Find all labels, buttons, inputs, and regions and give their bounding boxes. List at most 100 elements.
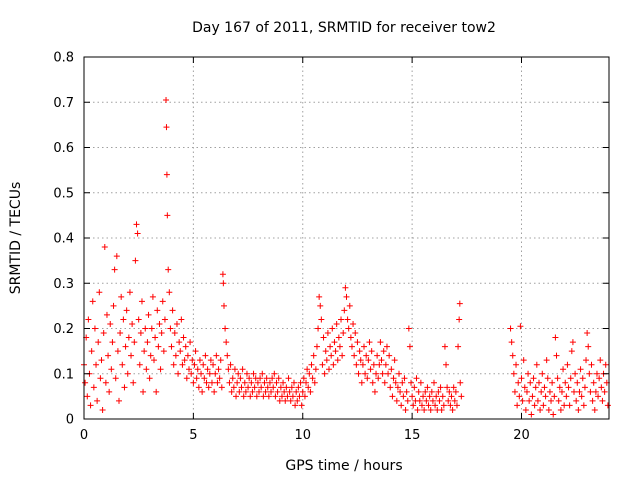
data-point <box>183 375 190 382</box>
data-point <box>128 352 135 359</box>
data-point <box>541 384 548 391</box>
data-point <box>119 361 126 368</box>
data-point <box>110 302 117 309</box>
data-point <box>243 370 250 377</box>
data-point <box>158 330 165 337</box>
data-point <box>295 384 302 391</box>
data-point <box>196 357 203 364</box>
y-tick-label: 0.8 <box>53 51 74 66</box>
data-point <box>375 375 382 382</box>
x-tick-label: 0 <box>80 428 88 443</box>
data-point <box>557 406 564 413</box>
data-point <box>177 348 184 355</box>
y-tick-label: 0.6 <box>53 141 74 156</box>
data-point <box>154 307 161 314</box>
data-point <box>537 406 544 413</box>
data-point <box>238 384 245 391</box>
data-point <box>359 361 366 368</box>
data-point <box>374 352 381 359</box>
data-point <box>445 397 452 404</box>
data-point <box>596 375 603 382</box>
data-point <box>301 393 308 400</box>
data-point <box>410 402 417 409</box>
data-point <box>222 325 229 332</box>
data-point <box>258 384 265 391</box>
data-point <box>362 370 369 377</box>
data-point <box>214 379 221 386</box>
data-point <box>456 300 463 307</box>
data-point <box>392 379 399 386</box>
data-point <box>299 388 306 395</box>
data-point <box>217 357 224 364</box>
data-point <box>583 357 590 364</box>
data-point <box>519 397 526 404</box>
x-axis-label: GPS time / hours <box>285 458 402 474</box>
data-point <box>112 375 119 382</box>
data-point <box>264 384 271 391</box>
data-point <box>376 361 383 368</box>
data-point <box>516 393 523 400</box>
data-point <box>184 352 191 359</box>
data-point <box>94 397 101 404</box>
data-point <box>394 384 401 391</box>
data-points <box>81 96 611 418</box>
data-point <box>399 379 406 386</box>
data-point <box>122 343 129 350</box>
data-point <box>111 266 118 273</box>
data-point <box>586 370 593 377</box>
y-axis-label: SRMTID / TECUs <box>8 182 24 295</box>
data-point <box>304 366 311 373</box>
data-point <box>175 370 182 377</box>
data-point <box>203 379 210 386</box>
data-point <box>103 311 110 318</box>
data-point <box>233 393 240 400</box>
data-point <box>228 388 235 395</box>
data-point <box>85 316 92 323</box>
data-point <box>436 397 443 404</box>
data-point <box>171 330 178 337</box>
data-point <box>271 370 278 377</box>
data-point <box>136 361 143 368</box>
data-point <box>303 379 310 386</box>
y-tick-label: 0.1 <box>53 367 74 382</box>
data-point <box>425 402 432 409</box>
data-point <box>378 357 385 364</box>
data-point <box>140 388 147 395</box>
data-point <box>294 397 301 404</box>
data-point <box>187 339 194 346</box>
data-point <box>170 361 177 368</box>
data-point <box>100 330 107 337</box>
data-point <box>380 348 387 355</box>
data-point <box>130 379 137 386</box>
data-point <box>339 352 346 359</box>
data-point <box>179 361 186 368</box>
data-point <box>549 379 556 386</box>
data-point <box>285 375 292 382</box>
data-point <box>292 402 299 409</box>
data-point <box>590 379 597 386</box>
data-point <box>242 388 249 395</box>
data-point <box>276 397 283 404</box>
data-point <box>235 370 242 377</box>
data-point <box>439 393 446 400</box>
data-point <box>147 352 154 359</box>
data-point <box>350 320 357 327</box>
data-point <box>387 384 394 391</box>
data-point <box>160 348 167 355</box>
data-point <box>201 375 208 382</box>
data-point <box>96 289 103 296</box>
data-point <box>538 388 545 395</box>
data-point <box>293 388 300 395</box>
data-point <box>397 388 404 395</box>
data-point <box>266 379 273 386</box>
data-point <box>306 370 313 377</box>
data-point <box>206 370 213 377</box>
data-point <box>210 361 217 368</box>
data-point <box>393 397 400 404</box>
data-point <box>441 343 448 350</box>
data-point <box>250 370 257 377</box>
data-point <box>223 339 230 346</box>
data-point <box>589 397 596 404</box>
data-point <box>340 330 347 337</box>
data-point <box>219 271 226 278</box>
